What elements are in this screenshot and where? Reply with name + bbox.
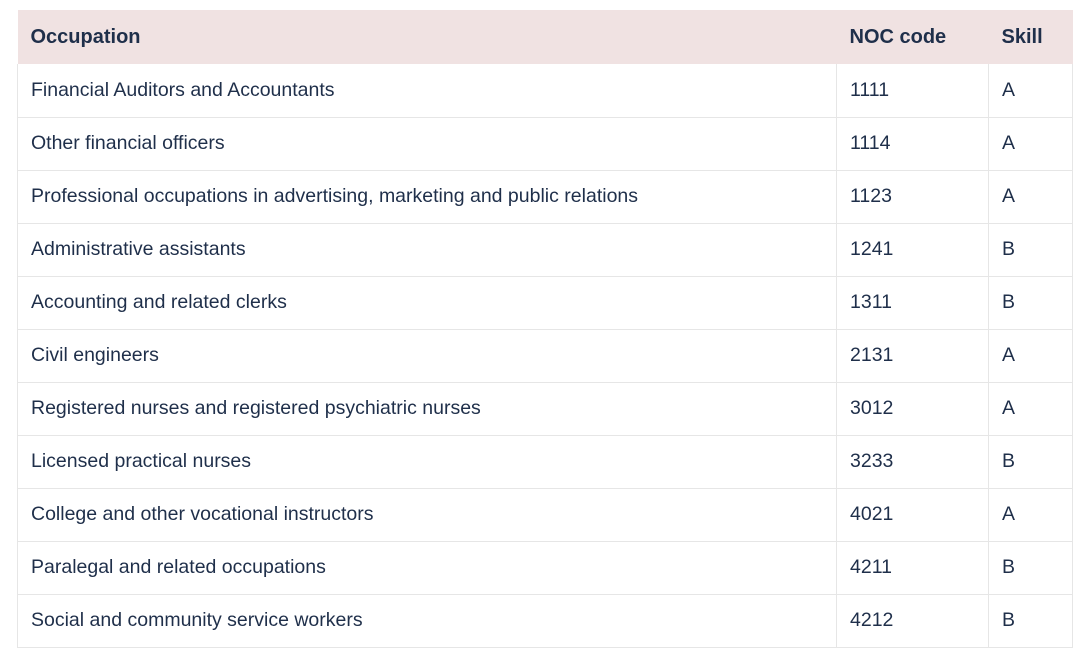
occupation-table-container: Occupation NOC code Skill Financial Audi…: [17, 10, 1073, 648]
table-body: Financial Auditors and Accountants 1111 A O…: [17, 64, 1073, 648]
noc-code-cell: 3012: [836, 381, 989, 436]
occupation-cell: Accounting and related clerks: [17, 275, 837, 330]
table-row: Social and community service workers 4212…: [17, 593, 1073, 648]
noc-code-cell: 1114: [836, 116, 989, 171]
occupation-cell: Financial Auditors and Accountants: [17, 64, 837, 118]
table-row: Civil engineers 2131 A: [17, 328, 1073, 383]
table-header: Occupation NOC code Skill: [17, 10, 1073, 64]
table-row: Other financial officers 1114 A: [17, 116, 1073, 171]
noc-code-cell: 1123: [836, 169, 989, 224]
skill-cell: B: [988, 540, 1073, 595]
skill-cell: A: [988, 487, 1073, 542]
table-row: Professional occupations in advertising,…: [17, 169, 1073, 224]
noc-code-cell: 4211: [836, 540, 989, 595]
noc-code-cell: 4021: [836, 487, 989, 542]
occupation-cell: Registered nurses and registered psychia…: [17, 381, 837, 436]
skill-cell: B: [988, 275, 1073, 330]
occupation-table: Occupation NOC code Skill Financial Audi…: [17, 10, 1073, 648]
skill-cell: A: [988, 64, 1073, 118]
noc-code-cell: 3233: [836, 434, 989, 489]
table-row: Licensed practical nurses 3233 B: [17, 434, 1073, 489]
noc-code-cell: 2131: [836, 328, 989, 383]
noc-code-cell: 1111: [836, 64, 989, 118]
noc-code-cell: 1311: [836, 275, 989, 330]
skill-cell: B: [988, 222, 1073, 277]
table-row: Accounting and related clerks 1311 B: [17, 275, 1073, 330]
occupation-cell: Paralegal and related occupations: [17, 540, 837, 595]
table-row: Administrative assistants 1241 B: [17, 222, 1073, 277]
skill-cell: A: [988, 328, 1073, 383]
noc-code-cell: 1241: [836, 222, 989, 277]
occupation-cell: Social and community service workers: [17, 593, 837, 648]
table-row: Financial Auditors and Accountants 1111 A: [17, 64, 1073, 118]
occupation-cell: Civil engineers: [17, 328, 837, 383]
occupation-cell: Administrative assistants: [17, 222, 837, 277]
occupation-cell: Other financial officers: [17, 116, 837, 171]
column-header-noc-code: NOC code: [849, 25, 947, 48]
occupation-cell: Licensed practical nurses: [17, 434, 837, 489]
header-row: Occupation NOC code Skill: [17, 10, 1073, 64]
table-row: College and other vocational instructors…: [17, 487, 1073, 542]
skill-cell: A: [988, 116, 1073, 171]
occupation-cell: College and other vocational instructors: [17, 487, 837, 542]
skill-cell: B: [988, 434, 1073, 489]
skill-cell: A: [988, 169, 1073, 224]
column-header-skill: Skill: [1001, 25, 1043, 48]
occupation-cell: Professional occupations in advertising,…: [17, 169, 837, 224]
column-header-occupation: Occupation: [30, 25, 141, 48]
skill-cell: B: [988, 593, 1073, 648]
table-row: Registered nurses and registered psychia…: [17, 381, 1073, 436]
table-row: Paralegal and related occupations 4211 B: [17, 540, 1073, 595]
skill-cell: A: [988, 381, 1073, 436]
noc-code-cell: 4212: [836, 593, 989, 648]
